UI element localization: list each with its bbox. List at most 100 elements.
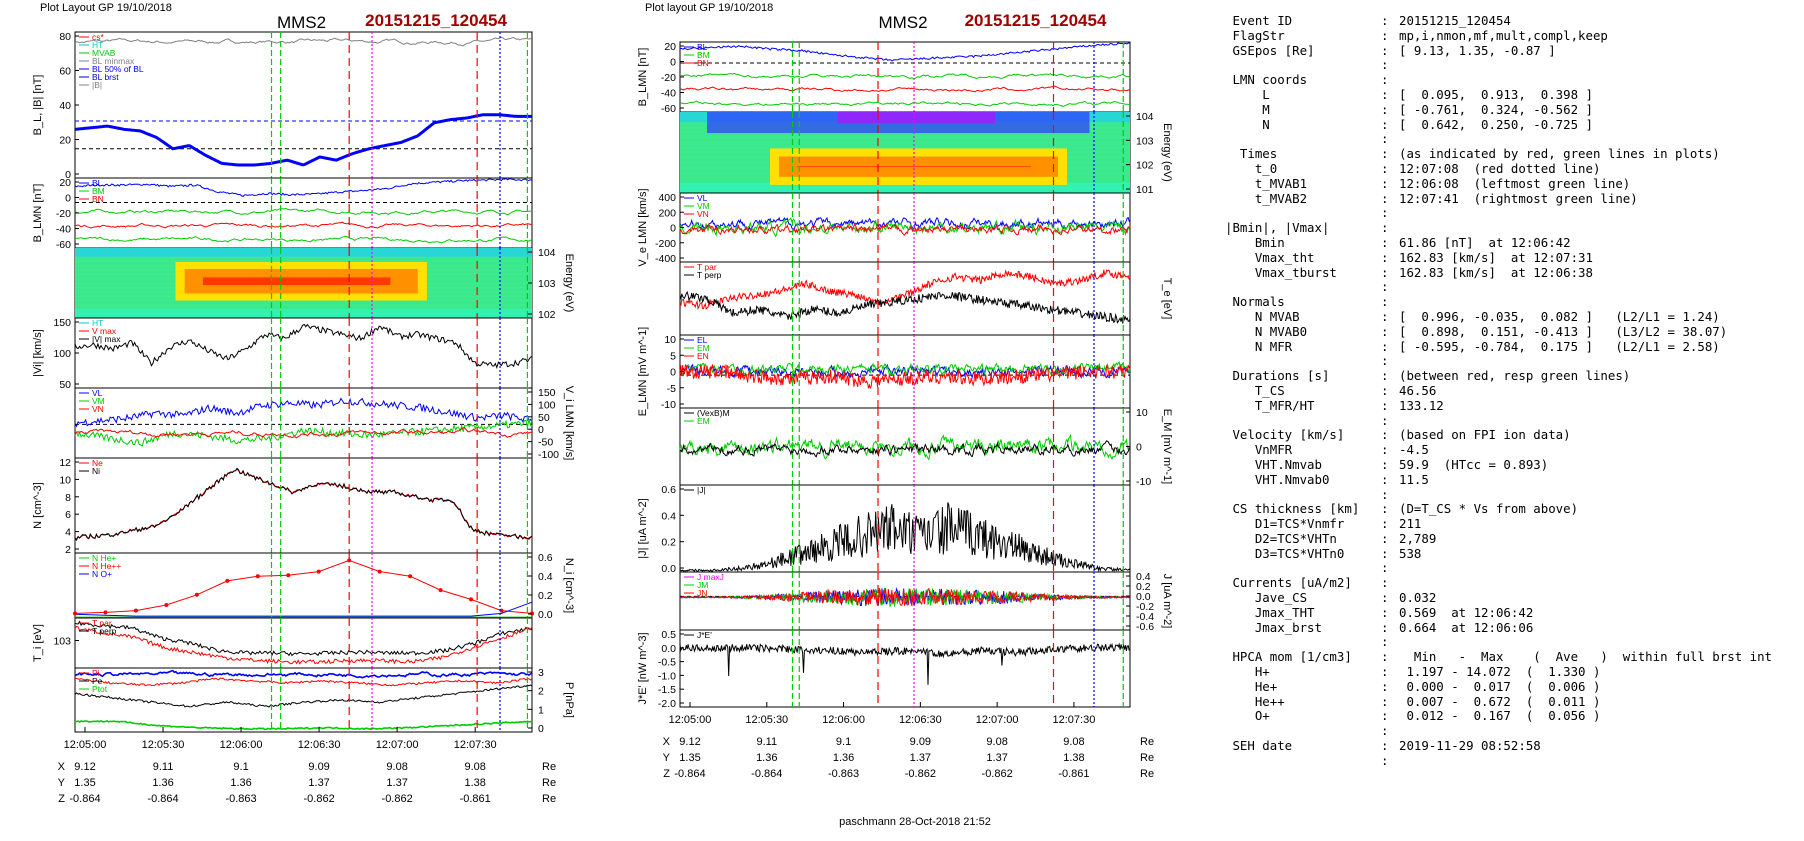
hepp-point (133, 608, 138, 613)
axis-label: E_M [mV m^-1] (1161, 409, 1173, 484)
time-label: 12:06:00 (822, 714, 865, 726)
info-row: VnMFR: -4.5 (1225, 442, 1800, 458)
spectrogram-band (75, 248, 532, 253)
tick-label: 0 (670, 57, 676, 69)
info-value: (as indicated by red, green lines in plo… (1399, 146, 1720, 162)
info-row: t_0:12:07:08 (red dotted line) (1225, 160, 1800, 177)
info-colon: : (1381, 664, 1389, 680)
info-row: : (1225, 132, 1800, 147)
panel-7: 0.0 0.2 0.4 0.6 N_i [cm^-3] N He+N He++N O+ (73, 552, 575, 621)
legend-label: BL (92, 178, 103, 188)
info-row: : (1225, 58, 1800, 73)
legend-label: BL 50% of BL (92, 64, 144, 74)
info-value: 133.12 (1399, 397, 1444, 413)
legend-label: MVAB (92, 48, 116, 58)
coord-value: 9.08 (1063, 736, 1084, 748)
coord-value: -0.864 (147, 793, 178, 805)
spectrogram-peak (797, 166, 1031, 168)
info-key (1225, 206, 1381, 221)
coord-value: 9.1 (836, 736, 851, 748)
info-colon: : (1381, 516, 1389, 532)
info-value: [ 0.996, -0.035, 0.082 ] (L2/L1 = 1.24) (1399, 308, 1720, 324)
info-colon: : (1381, 530, 1389, 546)
info-row: Currents [uA/m2]: (1225, 575, 1800, 591)
vm-series (679, 217, 1131, 238)
panel-frame (679, 407, 1131, 486)
coord-value: -0.862 (982, 768, 1013, 780)
tick-label: 0 (538, 723, 544, 735)
tick-label: 0.4 (538, 571, 553, 583)
panel-frame (74, 177, 533, 249)
axis-label: Energy (eV) (1161, 123, 1173, 182)
tick-label: -0.2 (1136, 601, 1154, 613)
info-value: [ -0.761, 0.324, -0.562 ] (1399, 101, 1593, 117)
tick-label: 150 (53, 317, 71, 329)
info-value: 46.56 (1399, 382, 1437, 398)
bmag-series (74, 36, 533, 47)
info-key: N (1225, 117, 1270, 132)
tick-label: 103 (1136, 135, 1154, 147)
coord-value: -0.864 (69, 793, 100, 805)
info-row: : (1225, 753, 1800, 769)
panel-frame (679, 629, 1131, 708)
coord-value: 9.11 (153, 761, 174, 773)
axis-label: B_LMN [nT] (32, 184, 44, 243)
info-colon: : (1381, 72, 1389, 88)
info-colon: : (1381, 308, 1389, 324)
tick-label: 200 (658, 207, 676, 219)
info-colon: : (1381, 412, 1389, 428)
info-colon: : (1381, 442, 1389, 458)
info-row: D2=TCS*VHTn:2,789 (1225, 530, 1800, 547)
info-key: VnMFR (1225, 443, 1293, 458)
info-key: He++ (1225, 694, 1285, 709)
info-colon: : (1381, 397, 1389, 413)
hepp-point (316, 569, 321, 574)
info-colon: : (1381, 131, 1389, 147)
info-key: t_0 (1225, 161, 1278, 176)
tick-label: 80 (59, 31, 71, 43)
tick-label: 6 (65, 509, 71, 521)
info-value: [ 0.095, 0.913, 0.398 ] (1399, 86, 1593, 102)
legend-label: HT (92, 40, 103, 50)
legend-label: BL brst (92, 72, 119, 82)
tick-label: 0.6 (661, 484, 676, 496)
legend-label: (VexB)M (697, 408, 730, 418)
tick-label: 0.5 (661, 629, 676, 641)
legend-label: VM (697, 201, 710, 211)
tick-label: 2 (65, 544, 71, 556)
hepp-point (225, 578, 230, 583)
axis-label: V_e LMN [km/s] (637, 188, 649, 266)
coord-value: 9.08 (464, 761, 485, 773)
coord-unit: Re (1140, 768, 1154, 780)
spectrogram-peak (202, 277, 391, 286)
spectrogram-band (75, 300, 532, 306)
info-colon: : (1381, 486, 1389, 502)
spectrogram-band (75, 256, 532, 262)
info-key: Vmax_tht (1225, 250, 1315, 265)
tperp-series (679, 269, 1131, 310)
info-colon: : (1381, 27, 1389, 43)
info-colon: : (1381, 175, 1389, 191)
info-colon: : (1381, 160, 1389, 176)
tick-label: 0.2 (538, 590, 553, 602)
axis-label: T_e [eV] (1161, 278, 1173, 320)
legend-label: BM (697, 50, 710, 60)
info-row: Event ID:20151215_120454 (1225, 13, 1800, 29)
info-colon: : (1381, 693, 1389, 709)
info-row: T_MFR/HT:133.12 (1225, 397, 1800, 414)
info-colon: : (1381, 678, 1389, 694)
legend-label: |V| max (92, 334, 121, 344)
legend-label: VN (697, 209, 709, 219)
info-colon: : (1381, 619, 1389, 635)
hepp-point (164, 603, 169, 607)
tick-label: 0.4 (661, 510, 676, 522)
spacecraft-title: MMS2 (878, 13, 927, 32)
tick-label: 104 (1136, 111, 1154, 123)
info-value: [ -0.595, -0.784, 0.175 ] (L2/L1 = 2.58) (1399, 338, 1720, 354)
spectrogram-band (680, 132, 1130, 138)
panel-frame (74, 552, 533, 619)
info-key (1225, 488, 1381, 503)
info-colon: : (1381, 427, 1389, 443)
